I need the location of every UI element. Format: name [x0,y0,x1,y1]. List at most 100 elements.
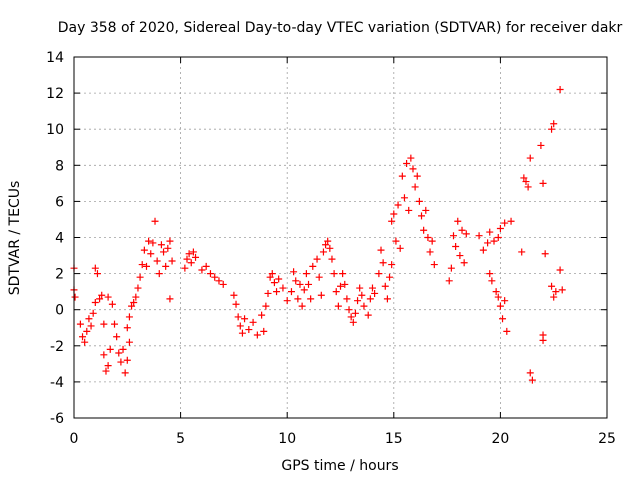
data-point [326,244,334,252]
data-point [104,362,112,370]
data-point [136,273,144,281]
data-point [488,277,496,285]
data-point [96,295,104,303]
y-tick-label: -4 [50,375,64,391]
data-point [415,197,423,205]
data-point [125,313,133,321]
data-point [91,264,99,272]
data-point [130,298,138,306]
data-point [185,250,193,258]
y-tick-label: 8 [55,158,64,174]
x-tick-label: 15 [385,431,403,447]
data-point [168,257,176,265]
data-point [138,261,146,269]
y-tick-label: -2 [50,339,64,355]
data-point [145,237,153,245]
data-point [230,291,238,299]
data-point [264,289,272,297]
data-point [396,244,404,252]
data-point [332,288,340,296]
data-point [104,293,112,301]
data-point [328,255,336,263]
data-point [349,318,357,326]
data-point [300,286,308,294]
data-point [160,248,168,256]
data-point [123,356,131,364]
data-point [117,358,125,366]
data-point [89,309,97,317]
data-point [460,259,468,267]
data-point [548,282,556,290]
data-point [358,291,366,299]
data-point [93,270,101,278]
data-point [447,264,455,272]
data-point [234,313,242,321]
data-point [405,206,413,214]
data-point [394,201,402,209]
data-point [119,345,127,353]
data-point [192,253,200,261]
data-point [452,243,460,251]
data-point [501,219,509,227]
data-point [315,273,323,281]
data-point [360,302,368,310]
data-point [537,141,545,149]
data-point [388,217,396,225]
data-point [266,273,274,281]
data-point [503,327,511,335]
data-point [520,174,528,182]
data-point [211,273,219,281]
data-point [343,295,351,303]
data-point [379,259,387,267]
data-point [522,178,530,186]
data-point [524,183,532,191]
data-point [552,288,560,296]
data-point [428,237,436,245]
data-point [166,237,174,245]
data-point [558,286,566,294]
data-point [411,183,419,191]
x-tick-label: 0 [70,431,79,447]
data-point [108,300,116,308]
y-tick-label: 12 [46,86,64,102]
data-point [238,329,246,337]
data-point [490,237,498,245]
data-point [556,266,564,274]
data-point [113,333,121,341]
data-point [245,326,253,334]
data-point [153,257,161,265]
data-point [290,268,298,276]
data-point [550,120,558,128]
x-axis-label: GPS time / hours [281,458,398,474]
data-point [309,262,317,270]
data-point [121,369,129,377]
data-point [337,282,344,290]
data-point [454,217,462,225]
data-point [526,154,534,162]
data-point [526,369,534,377]
data-point [294,295,302,303]
data-point [134,284,142,292]
y-tick-label: 2 [55,267,64,283]
data-point [496,224,504,232]
data-point [91,298,99,306]
data-point [528,376,536,384]
data-point [407,154,415,162]
data-point [258,311,266,319]
data-point [198,266,206,274]
data-point [253,331,261,339]
data-point [486,270,494,278]
data-point [81,338,89,346]
data-points [70,85,566,384]
data-point [486,228,494,236]
data-point [219,280,227,288]
data-point [149,239,157,247]
data-point [494,293,502,301]
data-point [330,270,338,278]
data-point [132,293,140,301]
data-point [351,309,359,317]
data-point [341,280,349,288]
data-point [215,277,223,285]
data-point [388,261,396,269]
